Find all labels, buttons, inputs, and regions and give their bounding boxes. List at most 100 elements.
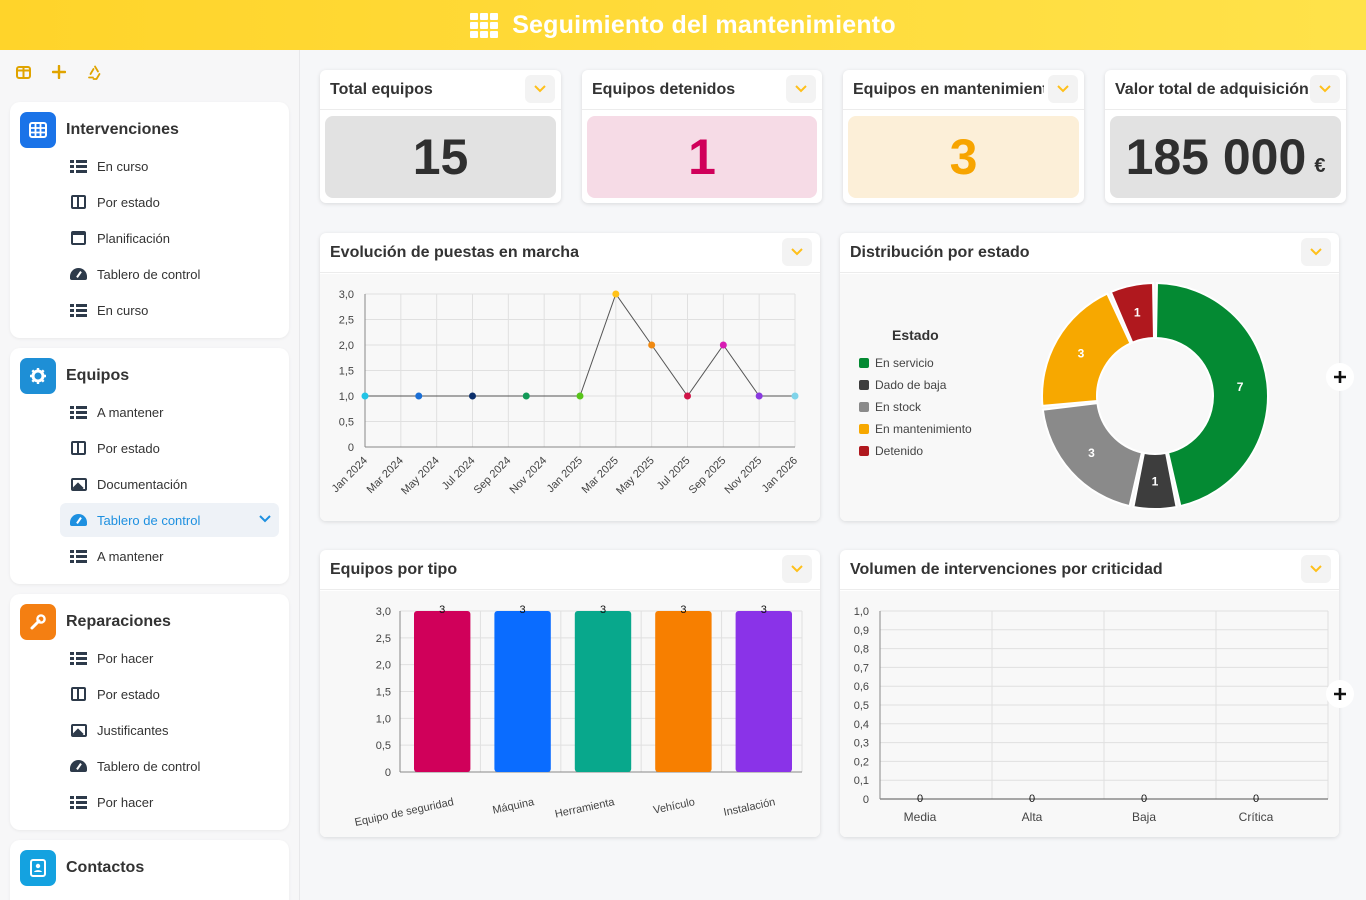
kanban-icon [70, 687, 87, 702]
data-point [612, 290, 620, 298]
nav-equipos-por-estado[interactable]: Por estado [60, 431, 279, 465]
sidebar: Intervenciones En curso Por estado Plani… [0, 50, 300, 900]
chevron-down-icon[interactable] [1301, 238, 1331, 266]
list-icon [70, 795, 87, 810]
nav-intervenciones-planificacion[interactable]: Planificación [60, 221, 279, 255]
section-contactos: Contactos [10, 840, 289, 900]
add-widget-button[interactable] [1326, 680, 1354, 708]
x-tick-label: Máquina [491, 796, 536, 817]
kpi-value-box: 1 [587, 116, 817, 198]
y-tick-label: 0,6 [854, 681, 869, 693]
card-title: Equipos en mantenimient [853, 80, 1044, 98]
legend-swatch [859, 424, 869, 434]
list-icon [70, 405, 87, 420]
sidebar-toolbar [12, 62, 106, 82]
image-icon [70, 723, 87, 738]
layout-icon[interactable] [12, 62, 34, 82]
section-intervenciones: Intervenciones En curso Por estado Plani… [10, 102, 289, 338]
y-tick-label: 0,4 [854, 719, 869, 731]
legend-swatch [859, 402, 869, 412]
legend-swatch [859, 358, 869, 368]
y-tick-label: 2,0 [339, 340, 354, 352]
x-tick-label: Instalación [722, 796, 776, 819]
nav-intervenciones-en-curso-2[interactable]: En curso [60, 293, 279, 327]
app-header: Seguimiento del mantenimiento [0, 0, 1366, 50]
y-tick-label: 2,5 [339, 315, 354, 327]
chevron-down-icon[interactable] [786, 75, 816, 103]
recycle-icon[interactable] [84, 62, 106, 82]
x-tick-label: Jan 2025 [545, 455, 585, 495]
bar [735, 611, 792, 772]
image-icon [70, 477, 87, 492]
y-tick-label: 2,5 [376, 633, 391, 645]
bar [494, 611, 551, 772]
kpi-value: 15 [412, 129, 469, 185]
nav-reparaciones-justificantes[interactable]: Justificantes [60, 713, 279, 747]
nav-equipos-documentacion[interactable]: Documentación [60, 467, 279, 501]
chevron-down-icon[interactable] [1310, 75, 1340, 103]
x-tick-label: Herramienta [554, 796, 617, 821]
x-tick-label: Nov 2024 [508, 455, 550, 497]
bar [414, 611, 471, 772]
nav-reparaciones-por-hacer-2[interactable]: Por hacer [60, 785, 279, 819]
x-tick-label: Vehículo [652, 796, 696, 817]
nav-intervenciones-por-estado[interactable]: Por estado [60, 185, 279, 219]
table-grid-icon [20, 112, 56, 148]
kpi-card-equipos-mantenimiento: Equipos en mantenimient 3 [843, 70, 1084, 203]
legend-label: Detenido [875, 444, 923, 458]
bar-value-label: 0 [1029, 793, 1035, 805]
chevron-down-icon[interactable] [525, 75, 555, 103]
list-icon [70, 159, 87, 174]
legend-label: En stock [875, 400, 922, 414]
legend-title: Estado [892, 327, 939, 343]
x-tick-label: Nov 2025 [723, 455, 765, 497]
bar-value-label: 3 [520, 604, 526, 616]
donut-slice [1041, 292, 1132, 407]
gear-icon [20, 358, 56, 394]
section-title: Equipos [66, 367, 130, 384]
nav-reparaciones-por-hacer[interactable]: Por hacer [60, 641, 279, 675]
kpi-value: 3 [949, 129, 978, 185]
nav-reparaciones-tablero[interactable]: Tablero de control [60, 749, 279, 783]
bar-value-label: 0 [1253, 793, 1259, 805]
wrench-icon [20, 604, 56, 640]
nav-intervenciones-tablero[interactable]: Tablero de control [60, 257, 279, 291]
data-point [361, 392, 369, 400]
calendar-icon [70, 231, 87, 246]
legend-swatch [859, 380, 869, 390]
card-title: Distribución por estado [850, 243, 1030, 261]
donut-slice [1132, 451, 1178, 510]
nav-equipos-a-mantener[interactable]: A mantener [60, 395, 279, 429]
bar [574, 611, 632, 772]
nav-intervenciones-en-curso[interactable]: En curso [60, 149, 279, 183]
x-tick-label: Crítica [1239, 810, 1274, 824]
chevron-down-icon[interactable] [782, 555, 812, 583]
chevron-down-icon[interactable] [259, 512, 271, 526]
chevron-down-icon[interactable] [1048, 75, 1078, 103]
add-icon[interactable] [48, 62, 70, 82]
legend-label: En servicio [875, 356, 934, 370]
bar-value-label: 3 [680, 604, 686, 616]
kpi-value: 185 000 [1125, 129, 1307, 185]
card-title: Equipos detenidos [592, 80, 736, 98]
nav-reparaciones-por-estado[interactable]: Por estado [60, 677, 279, 711]
slice-label: 3 [1088, 446, 1095, 460]
legend-label: Dado de baja [875, 378, 947, 392]
gauge-icon [70, 513, 87, 528]
add-widget-button[interactable] [1326, 363, 1354, 391]
kpi-unit: € [1314, 154, 1326, 177]
panel-equipos-tipo: Equipos por tipo 0 0,5 1,0 1,5 2,0 2,5 3,0 3 Equ… [320, 550, 820, 837]
x-tick-label: Media [904, 810, 937, 824]
y-tick-label: 1,0 [854, 606, 869, 618]
data-point [791, 392, 799, 400]
chevron-down-icon[interactable] [1301, 555, 1331, 583]
kpi-value-box: 3 [848, 116, 1079, 198]
y-tick-label: 0 [348, 442, 354, 454]
y-tick-label: 1,0 [339, 391, 354, 403]
nav-equipos-a-mantener-2[interactable]: A mantener [60, 539, 279, 573]
nav-equipos-tablero[interactable]: Tablero de control [60, 503, 279, 537]
x-tick-label: May 2024 [399, 455, 442, 498]
donut-slice [1041, 401, 1144, 508]
chevron-down-icon[interactable] [782, 238, 812, 266]
